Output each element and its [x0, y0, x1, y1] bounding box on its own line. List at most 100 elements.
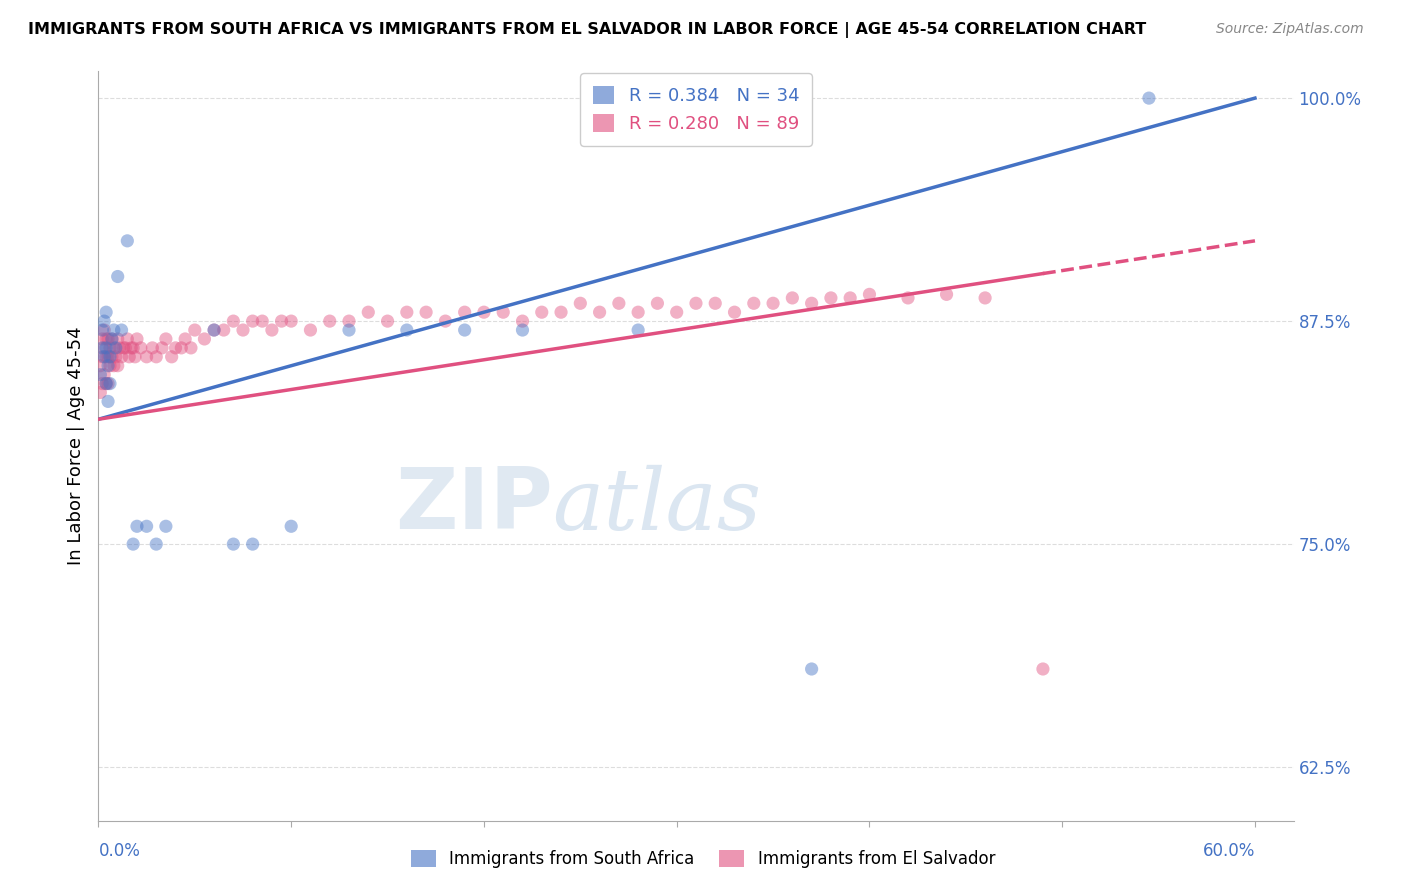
Point — [180, 341, 202, 355]
Point — [110, 350, 132, 364]
Point — [117, 332, 139, 346]
Point — [103, 359, 125, 373]
Point — [145, 537, 167, 551]
Text: IMMIGRANTS FROM SOUTH AFRICA VS IMMIGRANTS FROM EL SALVADOR IN LABOR FORCE | AGE: IMMIGRANTS FROM SOUTH AFRICA VS IMMIGRAN… — [28, 22, 1146, 38]
Point — [280, 519, 302, 533]
Point — [91, 376, 114, 391]
Point — [337, 314, 360, 328]
Point — [112, 341, 135, 355]
Point — [108, 341, 131, 355]
Point — [627, 305, 650, 319]
Point — [222, 537, 245, 551]
Point — [742, 296, 765, 310]
Point — [337, 323, 360, 337]
Point — [89, 385, 111, 400]
Text: Source: ZipAtlas.com: Source: ZipAtlas.com — [1216, 22, 1364, 37]
Point — [107, 269, 129, 284]
Point — [103, 341, 125, 355]
Point — [98, 376, 121, 391]
Point — [97, 359, 120, 373]
Point — [93, 350, 115, 364]
Point — [93, 341, 115, 355]
Point — [145, 350, 167, 364]
Point — [453, 305, 475, 319]
Point — [974, 291, 997, 305]
Point — [530, 305, 553, 319]
Point — [98, 341, 121, 355]
Point — [704, 296, 727, 310]
Point — [94, 376, 117, 391]
Point — [839, 291, 862, 305]
Point — [122, 537, 145, 551]
Point — [98, 350, 121, 364]
Point — [588, 305, 610, 319]
Point — [935, 287, 957, 301]
Point — [104, 350, 127, 364]
Point — [434, 314, 457, 328]
Point — [103, 323, 125, 337]
Point — [212, 323, 235, 337]
Point — [607, 296, 630, 310]
Point — [97, 332, 120, 346]
Point — [118, 350, 141, 364]
Point — [94, 341, 117, 355]
Y-axis label: In Labor Force | Age 45-54: In Labor Force | Age 45-54 — [66, 326, 84, 566]
Point — [242, 537, 264, 551]
Point — [129, 341, 152, 355]
Point — [800, 296, 823, 310]
Point — [93, 368, 115, 382]
Text: ZIP: ZIP — [395, 465, 553, 548]
Point — [93, 323, 115, 337]
Point — [782, 291, 804, 305]
Point — [135, 519, 157, 533]
Point — [193, 332, 215, 346]
Point — [260, 323, 283, 337]
Point — [395, 323, 418, 337]
Point — [222, 314, 245, 328]
Text: atlas: atlas — [553, 465, 762, 548]
Point — [472, 305, 495, 319]
Point — [202, 323, 225, 337]
Point — [120, 341, 142, 355]
Point — [165, 341, 187, 355]
Point — [155, 519, 177, 533]
Point — [94, 332, 117, 346]
Point — [97, 350, 120, 364]
Point — [94, 305, 117, 319]
Point — [858, 287, 880, 301]
Point — [415, 305, 437, 319]
Point — [184, 323, 207, 337]
Point — [170, 341, 193, 355]
Text: 60.0%: 60.0% — [1202, 842, 1256, 860]
Point — [252, 314, 274, 328]
Point — [89, 368, 111, 382]
Point — [242, 314, 264, 328]
Point — [150, 341, 173, 355]
Point — [97, 394, 120, 409]
Point — [93, 314, 115, 328]
Legend: Immigrants from South Africa, Immigrants from El Salvador: Immigrants from South Africa, Immigrants… — [404, 843, 1002, 875]
Point — [122, 341, 145, 355]
Point — [270, 314, 292, 328]
Legend: R = 0.384   N = 34, R = 0.280   N = 89: R = 0.384 N = 34, R = 0.280 N = 89 — [579, 73, 813, 146]
Point — [101, 332, 124, 346]
Text: 0.0%: 0.0% — [98, 842, 141, 860]
Point — [299, 323, 322, 337]
Point — [512, 323, 534, 337]
Point — [91, 341, 114, 355]
Point — [91, 323, 114, 337]
Point — [1137, 91, 1160, 105]
Point — [101, 350, 124, 364]
Point — [125, 519, 148, 533]
Point — [155, 332, 177, 346]
Point — [202, 323, 225, 337]
Point — [665, 305, 688, 319]
Point — [97, 376, 120, 391]
Point — [762, 296, 785, 310]
Point — [723, 305, 745, 319]
Point — [94, 350, 117, 364]
Point — [569, 296, 592, 310]
Point — [232, 323, 254, 337]
Point — [89, 359, 111, 373]
Point — [110, 323, 132, 337]
